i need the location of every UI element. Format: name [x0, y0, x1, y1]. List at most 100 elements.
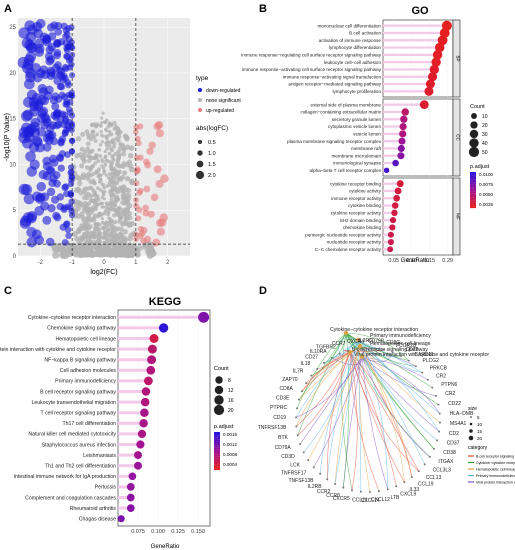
volcano-point: [106, 212, 110, 217]
volcano-point: [120, 174, 126, 180]
go-legend-count-label: 10: [482, 114, 488, 120]
kegg-legend-count-dot: [214, 395, 224, 405]
network-gene-label: ZAP70: [282, 377, 298, 383]
network-hub-node: [357, 343, 363, 349]
go-legend-colorbar: [470, 199, 476, 201]
volcano-point: [57, 164, 65, 172]
network-gene-node: [434, 394, 437, 397]
volcano-point: [127, 153, 134, 159]
volcano-point: [86, 186, 91, 191]
volcano-point: [56, 154, 65, 163]
go-legend-colorbar: [470, 182, 476, 185]
network-gene-node: [383, 348, 386, 351]
volcano-point: [45, 45, 55, 55]
legend-size-swatch: [196, 160, 204, 168]
network-edge: [331, 339, 359, 359]
volcano-point: [35, 18, 46, 29]
volcano-point: [107, 216, 112, 221]
volcano-point: [91, 129, 96, 134]
network-gene-label: PTPRC: [270, 405, 287, 411]
volcano-point: [92, 213, 97, 218]
go-term-label: antigen receptor−mediated signaling path…: [288, 82, 381, 87]
network-gene-label: CXCR4: [347, 339, 364, 345]
legend-type-label: down-regulated: [206, 88, 241, 94]
volcano-point: [107, 143, 112, 148]
volcano-point: [77, 226, 83, 232]
network-gene-node: [421, 371, 424, 374]
volcano-point: [32, 72, 43, 83]
go-term-label: plasma membrane signaling receptor compl…: [287, 139, 382, 144]
kegg-legend-p-tick: 0.0016: [223, 432, 237, 437]
network-gene-label: LCK: [290, 463, 300, 469]
network-legend-size-dot: [469, 429, 473, 433]
volcano-point: [91, 180, 96, 185]
volcano-point: [148, 141, 156, 149]
kegg-xtick: 0.125: [171, 529, 185, 535]
volcano-xtick: 1: [134, 260, 138, 266]
go-legend-colorbar: [470, 179, 476, 182]
volcano-point: [26, 227, 37, 238]
volcano-point: [26, 236, 37, 248]
volcano-point: [99, 164, 104, 168]
volcano-point: [109, 252, 114, 257]
volcano-point: [82, 249, 88, 255]
volcano-ytick: 25: [9, 25, 16, 31]
volcano-xtick: 2: [166, 260, 170, 266]
panel-letter-d: D: [259, 285, 267, 297]
volcano-point: [112, 120, 117, 126]
network-gene-node: [347, 349, 350, 352]
volcano-point: [122, 133, 128, 139]
network-legend-category-label: Primary immunodeficiency: [476, 474, 515, 478]
go-dot-plot: GO BP mononuclear cell differentiation B c…: [241, 5, 493, 264]
volcano-point: [45, 237, 55, 247]
network-gene-label: TNFRSF17: [281, 471, 307, 477]
volcano-point: [123, 187, 129, 193]
volcano-point: [110, 161, 115, 166]
volcano-point: [85, 141, 91, 147]
network-edge: [345, 332, 431, 458]
network-gene-node: [432, 447, 435, 450]
volcano-point: [85, 216, 91, 222]
volcano-point: [68, 43, 75, 51]
kegg-frame: [117, 309, 211, 527]
volcano-point: [86, 201, 92, 206]
volcano-point: [110, 180, 115, 185]
volcano-point: [81, 217, 87, 223]
volcano-point: [86, 135, 92, 140]
network-hub-label: Cytokine−cytokine receptor interaction: [330, 327, 418, 333]
network-gene-node: [307, 459, 310, 462]
volcano-point: [128, 145, 135, 151]
volcano-point: [75, 136, 82, 142]
kegg-legend: Count 8 12 16 20 p.adjust 0.0016 0.0012 0.0008 0.…: [213, 366, 237, 471]
network-gene-node: [326, 478, 329, 481]
volcano-point: [156, 218, 165, 227]
volcano-point: [101, 236, 105, 240]
network-legend-size-title: size: [468, 406, 477, 412]
volcano-point: [18, 27, 30, 39]
network-edge: [334, 339, 359, 485]
volcano-point: [104, 220, 109, 224]
network-gene-label: PLCG2: [422, 358, 439, 364]
volcano-point: [50, 158, 59, 167]
volcano-ytick: 20: [9, 71, 16, 77]
network-legend-size-dot: [468, 435, 474, 441]
volcano-point: [120, 222, 126, 227]
network-gene-label: CD19: [273, 415, 286, 421]
legend-type-label: none significant: [206, 98, 241, 104]
go-term-label: B cell activation: [349, 31, 381, 36]
volcano-point: [84, 129, 90, 134]
kegg-legend-colorbar: [214, 441, 220, 444]
volcano-point: [46, 71, 56, 81]
volcano-point: [102, 192, 106, 197]
kegg-dot: [126, 493, 135, 502]
network-gene-node: [301, 390, 304, 393]
volcano-point: [67, 189, 74, 197]
volcano-point: [84, 173, 90, 179]
kegg-term-label: NF−kappa B signaling pathway: [44, 358, 116, 364]
network-legend-category-label: Cytokine−cytokine receptor interaction: [476, 461, 515, 465]
go-xtick: 0.15: [424, 258, 435, 264]
network-edge: [303, 339, 359, 453]
volcano-point: [54, 28, 62, 36]
network-gene-label: PTPN6: [441, 382, 457, 388]
kegg-legend-colorbar: [214, 466, 220, 469]
